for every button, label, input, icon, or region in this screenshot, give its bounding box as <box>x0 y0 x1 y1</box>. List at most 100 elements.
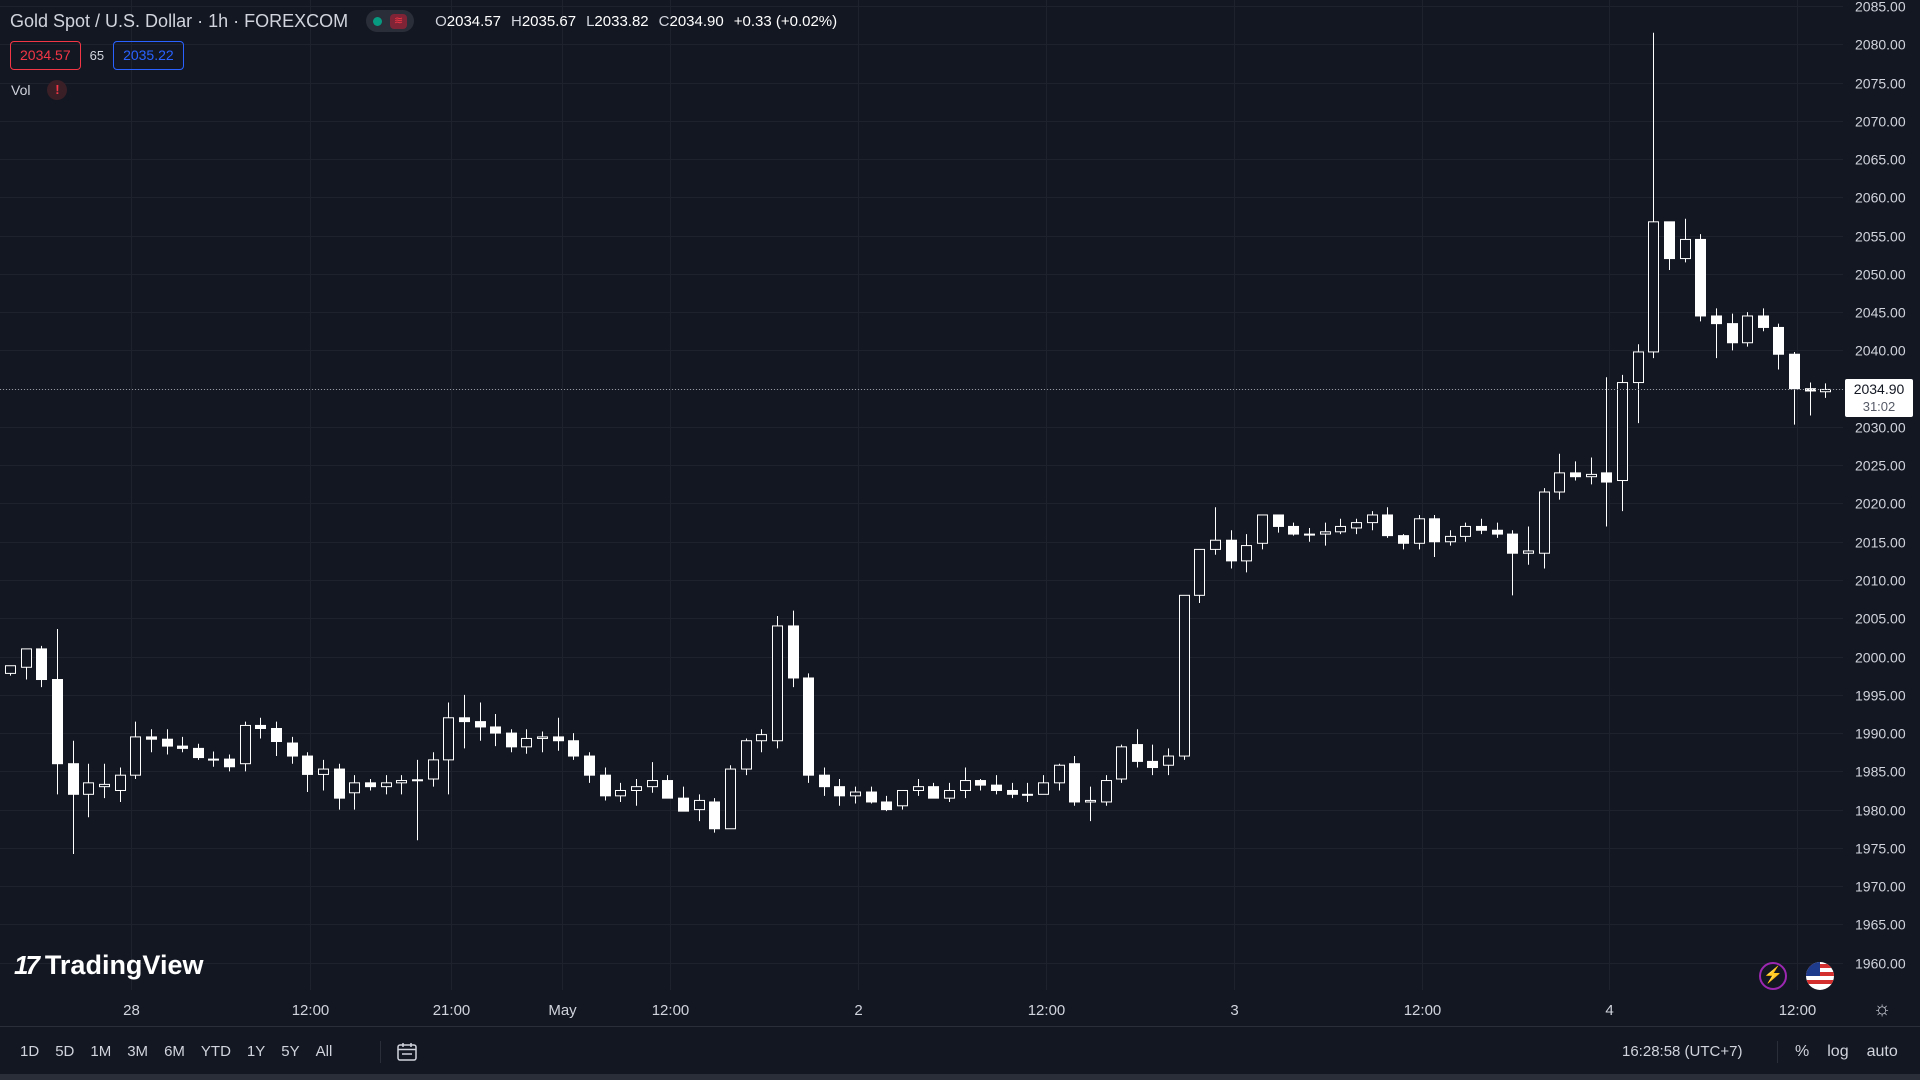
candle-body-up <box>647 780 658 788</box>
candle-body-up <box>1633 351 1644 384</box>
range-button-5d[interactable]: 5D <box>55 1043 75 1060</box>
price-tick-label: 1995.00 <box>1855 688 1906 704</box>
candle-body-up <box>21 648 32 668</box>
candle-body-up <box>694 799 705 811</box>
candle-body-up <box>1680 238 1691 260</box>
candle-body-down <box>1601 472 1612 483</box>
tradingview-logo-text: TradingView <box>44 950 204 980</box>
open-label: O <box>435 12 447 30</box>
price-tick-label: 2015.00 <box>1855 535 1906 551</box>
close-label: C <box>658 12 670 30</box>
range-button-ytd[interactable]: YTD <box>200 1043 231 1060</box>
candle-body-up <box>99 783 110 788</box>
candle-body-down <box>584 755 595 776</box>
candle-body-down <box>819 774 830 788</box>
candle-body-down <box>803 677 814 776</box>
calendar-range-icon[interactable] <box>396 1041 418 1063</box>
range-button-3m[interactable]: 3M <box>127 1043 149 1060</box>
price-tick-label: 2065.00 <box>1855 152 1906 168</box>
candle-body-up <box>1335 525 1346 533</box>
candle-body-down <box>36 648 47 681</box>
clock-timezone[interactable]: 16:28:58 (UTC+7) <box>1622 1043 1743 1060</box>
symbol-title[interactable]: Gold Spot / U.S. Dollar · 1h · FOREXCOM <box>10 10 349 31</box>
candle-body-up <box>1460 525 1471 537</box>
range-button-1m[interactable]: 1M <box>90 1043 112 1060</box>
time-tick-label: 12:00 <box>1028 1002 1066 1019</box>
candle-body-down <box>881 801 892 811</box>
range-button-all[interactable]: All <box>315 1043 333 1060</box>
time-tick-label: 4 <box>1605 1002 1613 1019</box>
percent-scale-button[interactable]: % <box>1795 1043 1810 1060</box>
candle-body-down <box>553 736 564 742</box>
candle-body-down <box>975 780 986 786</box>
tradingview-logo[interactable]: 17 TradingView <box>14 950 203 981</box>
close-value: 2034.90 <box>669 12 724 30</box>
auto-scale-button[interactable]: auto <box>1866 1043 1898 1060</box>
time-tick-label: 3 <box>1230 1002 1238 1019</box>
price-tick-label: 1990.00 <box>1855 726 1906 742</box>
candle-body-down <box>302 755 313 775</box>
price-tick-label: 2000.00 <box>1855 650 1906 666</box>
warning-icon[interactable]: ! <box>47 80 68 100</box>
candle-body-down <box>1429 518 1440 543</box>
candle-body-down <box>1069 763 1080 803</box>
range-button-1d[interactable]: 1D <box>20 1043 40 1060</box>
range-button-1y[interactable]: 1Y <box>246 1043 266 1060</box>
candle-body-up <box>1742 315 1753 344</box>
price-tick-label: 2010.00 <box>1855 573 1906 589</box>
candle-body-down <box>866 791 877 803</box>
candle-body-up <box>1445 535 1456 543</box>
candle-body-up <box>1648 221 1659 353</box>
candle-body-up <box>631 786 642 791</box>
price-chart[interactable]: 1960.00 1965.00 1970.00 1975.00 1980.00 1985.… <box>0 0 1920 1026</box>
buy-price-button[interactable]: 2035.22 <box>113 41 184 70</box>
time-tick-label: 2 <box>854 1002 862 1019</box>
candle-body-down <box>162 738 173 747</box>
settings-icon[interactable]: ☼ <box>1872 998 1892 1020</box>
candle-body-up <box>756 734 767 742</box>
candle-body-up <box>725 768 736 830</box>
log-scale-button[interactable]: log <box>1827 1043 1849 1060</box>
candle-body-down <box>1288 525 1299 535</box>
candle-body-up <box>1210 539 1221 550</box>
candle-body-down <box>991 784 1002 791</box>
candle-body-up <box>5 665 16 674</box>
data-problem-icon: ≋ <box>390 13 408 29</box>
toolbar-divider <box>1777 1041 1778 1063</box>
price-tick-label: 1970.00 <box>1855 879 1906 895</box>
candle-body-down <box>1570 472 1581 478</box>
candle-body-up <box>741 740 752 770</box>
candle-body-down <box>287 742 298 757</box>
candle-body-up <box>1163 755 1174 766</box>
candle-body-up <box>130 736 141 776</box>
us-flag-icon[interactable] <box>1806 962 1834 990</box>
candle-body-up <box>381 782 392 788</box>
lightning-icon[interactable]: ⚡ <box>1759 962 1787 990</box>
candle-body-up <box>1194 548 1205 596</box>
candle-body-up <box>1101 780 1112 803</box>
candle-body-up <box>1539 491 1550 554</box>
candle-body-up <box>1351 522 1362 529</box>
candle-body-down <box>1273 514 1284 527</box>
candle-body-down <box>1695 238 1706 317</box>
candle-body-up <box>83 782 94 795</box>
range-button-6m[interactable]: 6M <box>164 1043 185 1060</box>
candle-body-up <box>1820 388 1831 393</box>
candle-body-down <box>662 780 673 799</box>
candle-body-down <box>255 724 266 729</box>
candle-body-down <box>1476 525 1487 531</box>
candle-body-down <box>1147 760 1158 769</box>
candle-body-up <box>1554 472 1565 493</box>
time-tick-label: 28 <box>123 1002 140 1019</box>
candle-body-up <box>960 780 971 791</box>
volume-indicator-label[interactable]: Vol <box>11 82 31 98</box>
market-status-pill[interactable]: ≋ <box>366 10 415 32</box>
chart-grid <box>0 0 1843 990</box>
sell-price-button[interactable]: 2034.57 <box>10 41 81 70</box>
candle-body-down <box>1398 535 1409 544</box>
last-price-value: 2034.90 <box>1853 380 1905 397</box>
range-button-5y[interactable]: 5Y <box>281 1043 300 1060</box>
candle-body-up <box>1085 799 1096 803</box>
candle-body-up <box>349 782 360 794</box>
candles <box>5 32 1831 855</box>
